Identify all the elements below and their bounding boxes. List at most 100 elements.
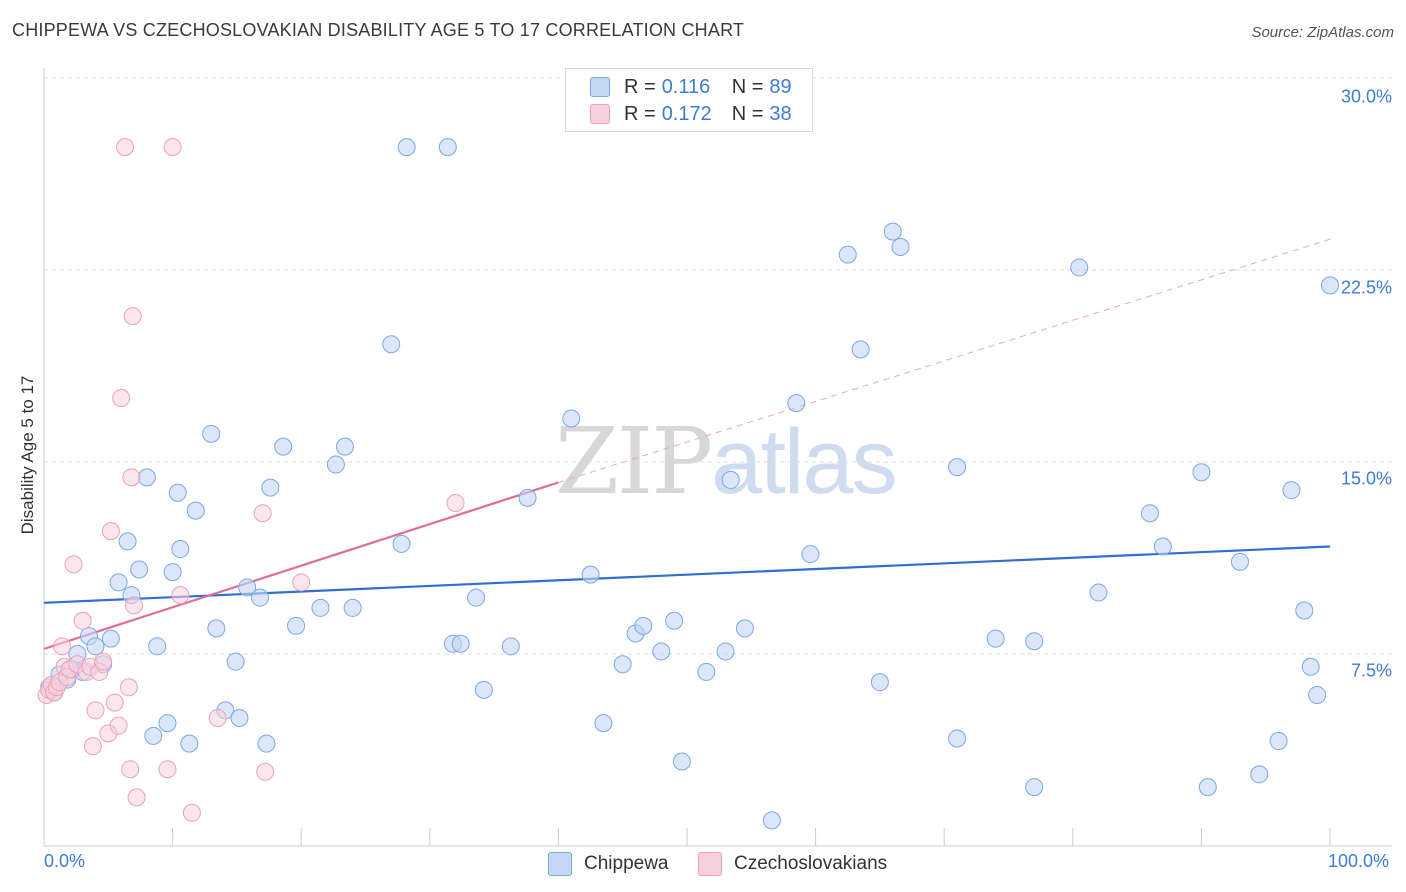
chippewa-point: [274, 437, 293, 456]
chippewa-point: [1140, 504, 1159, 523]
chippewa-point: [1153, 537, 1172, 556]
legend-r-label: R =: [624, 75, 656, 98]
chippewa-point: [101, 629, 120, 648]
chippewa-point: [257, 734, 276, 753]
chippewa-point: [518, 488, 537, 507]
legend-n-label: N =: [731, 102, 764, 125]
legend-label-czechoslovakians: Czechoslovakians: [734, 853, 888, 874]
chippewa-point: [613, 655, 632, 674]
y-tick-label-7-5: 7.5%: [1350, 660, 1392, 681]
chippewa-point: [1025, 778, 1044, 797]
chippewa-point: [652, 642, 671, 661]
legend-n-label: N =: [731, 75, 764, 98]
x-tick-label-max: 100.0%: [1328, 851, 1390, 871]
chippewa-point: [501, 637, 520, 656]
chippewa-point: [594, 714, 613, 733]
chippewa-point: [238, 578, 257, 597]
legend-swatch-blue: [548, 852, 572, 876]
chippewa-point: [762, 811, 781, 830]
chippewa-point: [186, 501, 205, 520]
chippewa-point: [343, 598, 362, 617]
chippewa-point: [451, 634, 470, 653]
chippewa-point: [1269, 732, 1288, 751]
czechoslovakian-point: [171, 586, 190, 605]
chippewa-point: [397, 138, 416, 157]
chippewa-point: [261, 478, 280, 497]
chippewa-point: [1301, 657, 1320, 676]
chippewa-point: [137, 468, 156, 487]
chippewa-point: [735, 619, 754, 638]
chippewa-point: [665, 611, 684, 630]
legend-swatch-pink: [590, 104, 610, 124]
czechoslovakian-point: [119, 678, 138, 697]
y-tick-label-22-5: 22.5%: [1340, 277, 1392, 298]
czechoslovakian-point: [53, 637, 72, 656]
chippewa-trend-line: [43, 545, 1331, 604]
chippewa-point: [467, 588, 486, 607]
czechoslovakian-point: [122, 468, 141, 487]
chippewa-point: [672, 752, 691, 771]
chippewa-point: [474, 680, 493, 699]
chippewa-point: [716, 642, 735, 661]
chippewa-point: [251, 588, 270, 607]
czechoslovakian-point: [101, 522, 120, 541]
trend-lines: [43, 238, 1331, 650]
chippewa-point: [883, 222, 902, 241]
x-tick-label-min: 0.0%: [44, 851, 86, 871]
czechoslovakian-point: [121, 760, 140, 779]
chippewa-point: [948, 729, 967, 748]
czechoslovakian-trend-extension: [558, 238, 1331, 483]
chippewa-point: [180, 734, 199, 753]
chippewa-point: [948, 458, 967, 477]
legend-row-chippewa: R = 0.116 N = 89: [590, 75, 792, 99]
axes: [43, 68, 1392, 847]
czechoslovakian-point: [208, 709, 227, 727]
chippewa-point: [109, 573, 128, 592]
chippewa-point: [392, 534, 411, 553]
chippewa-point: [1198, 778, 1217, 797]
chippewa-point: [851, 340, 870, 359]
chippewa-point: [870, 673, 889, 692]
chippewa-point: [1025, 632, 1044, 651]
chippewa-point: [287, 616, 306, 635]
chippewa-point: [148, 637, 167, 656]
legend-n-value: 38: [769, 102, 792, 125]
legend-r-label: R =: [624, 102, 656, 125]
y-tick-label-30: 30.0%: [1340, 86, 1392, 107]
chippewa-point: [1321, 276, 1339, 295]
chippewa-point: [697, 662, 716, 681]
czechoslovakian-point: [112, 389, 131, 407]
chippewa-point: [226, 652, 245, 671]
czechoslovakian-points: [37, 138, 465, 822]
legend-label-chippewa: Chippewa: [584, 853, 669, 874]
czechoslovakian-point: [73, 611, 92, 630]
czechoslovakian-point: [163, 138, 182, 157]
chippewa-point: [326, 455, 345, 474]
czechoslovakian-point: [86, 701, 105, 720]
legend-r-value: 0.116: [661, 75, 711, 98]
chippewa-point: [562, 409, 581, 428]
chippewa-point: [986, 629, 1005, 648]
czechoslovakian-point: [125, 596, 144, 615]
legend-item-chippewa: Chippewa: [548, 852, 669, 876]
y-tick-label-15: 15.0%: [1340, 468, 1392, 489]
chippewa-point: [158, 714, 177, 733]
czechoslovakian-point: [109, 716, 128, 735]
chippewa-point: [171, 540, 190, 559]
chippewa-point: [130, 560, 149, 579]
czechoslovakian-point: [446, 493, 465, 512]
legend-swatch-blue: [590, 77, 610, 97]
chippewa-point: [382, 335, 401, 354]
czechoslovakian-point: [127, 788, 146, 807]
chippewa-point: [335, 437, 354, 456]
czechoslovakian-point: [83, 737, 102, 756]
chippewa-point: [1192, 463, 1211, 482]
czechoslovakian-point: [253, 504, 272, 523]
legend-r-value: 0.172: [661, 102, 712, 125]
chippewa-points: [40, 138, 1339, 830]
chippewa-point: [787, 394, 806, 413]
chippewa-point: [118, 532, 137, 551]
stats-legend: R = 0.116 N = 89 R = 0.172 N = 38: [565, 68, 813, 132]
czechoslovakian-point: [94, 652, 113, 671]
